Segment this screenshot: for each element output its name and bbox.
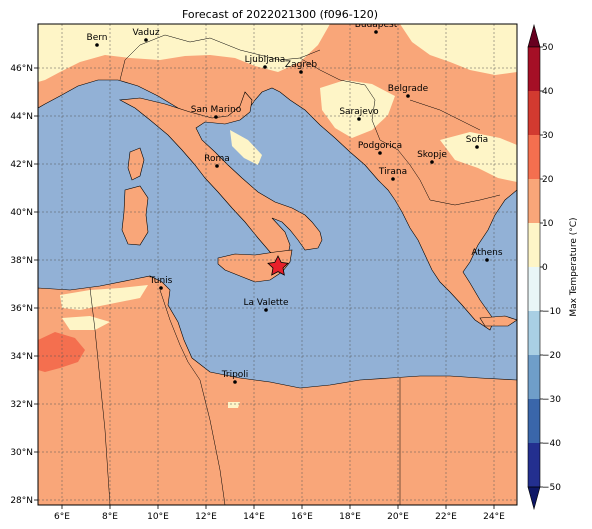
city-label: Roma bbox=[204, 154, 230, 164]
city-sofia[interactable]: Sofia bbox=[466, 135, 488, 149]
cool-patch-hungary bbox=[400, 24, 517, 75]
city-label: Podgorica bbox=[358, 141, 402, 151]
y-tick-label: 34°N bbox=[10, 352, 33, 362]
city-skopje[interactable]: Skopje bbox=[417, 150, 447, 164]
city-budapest[interactable]: Budapest bbox=[355, 20, 398, 34]
city-tunis[interactable]: Tunis bbox=[149, 276, 173, 290]
colorbar-segment bbox=[528, 355, 540, 399]
city-la-valette[interactable]: La Valette bbox=[244, 298, 289, 312]
y-tick-label: 44°N bbox=[10, 112, 33, 122]
city-label: Tunis bbox=[149, 276, 173, 286]
x-axis: 6°E 8°E 10°E 12°E 14°E 16°E 18°E 20°E 22… bbox=[54, 505, 505, 522]
x-tick-label: 8°E bbox=[102, 512, 118, 522]
x-tick-label: 24°E bbox=[483, 512, 505, 522]
gridlines bbox=[38, 24, 517, 505]
y-tick-label: 28°N bbox=[10, 496, 33, 506]
cool-patch-tunisia bbox=[60, 285, 148, 310]
x-tick-label: 20°E bbox=[387, 512, 409, 522]
colorbar-tick-label: −40 bbox=[542, 439, 561, 449]
city-label: Ljubljana bbox=[245, 55, 286, 65]
cool-patch-tunisia-2 bbox=[62, 316, 110, 330]
city-label: San Marino bbox=[191, 105, 242, 115]
city-ljubljana[interactable]: Ljubljana bbox=[245, 55, 286, 69]
cool-patch-bosnia bbox=[320, 80, 395, 138]
city-podgorica[interactable]: Podgorica bbox=[358, 141, 402, 155]
y-tick-label: 40°N bbox=[10, 208, 33, 218]
city-label: Belgrade bbox=[388, 84, 429, 94]
country-borders bbox=[89, 34, 501, 505]
colorbar: 50 40 30 20 10 0 −10 −20 −30 −40 −50 Max… bbox=[527, 23, 579, 511]
city-label: Budapest bbox=[355, 20, 398, 30]
city-label: Athens bbox=[471, 248, 502, 258]
cool-patch-libya bbox=[228, 402, 240, 408]
land-sardinia bbox=[121, 185, 149, 246]
colorbar-top-arrow bbox=[527, 23, 541, 48]
colorbar-segment bbox=[528, 179, 540, 223]
colorbar-tick-label: 0 bbox=[542, 263, 548, 273]
y-tick-label: 38°N bbox=[10, 256, 33, 266]
colorbar-tick-label: 40 bbox=[542, 87, 554, 97]
city-label: Skopje bbox=[417, 150, 447, 160]
colorbar-segment bbox=[528, 91, 540, 135]
y-axis: 46°N 44°N 42°N 40°N 38°N 36°N 34°N 32°N … bbox=[10, 64, 38, 506]
city-san-marino[interactable]: San Marino bbox=[191, 105, 242, 119]
y-tick-label: 46°N bbox=[10, 64, 33, 74]
colorbar-segment bbox=[528, 311, 540, 355]
colorbar-tick-label: 10 bbox=[542, 219, 554, 229]
city-tirana[interactable]: Tirana bbox=[378, 167, 407, 181]
y-tick-label: 30°N bbox=[10, 448, 33, 458]
city-vaduz[interactable]: Vaduz bbox=[132, 28, 160, 42]
colorbar-tick-label: −50 bbox=[542, 483, 561, 493]
x-tick-label: 10°E bbox=[147, 512, 169, 522]
y-tick-label: 36°N bbox=[10, 304, 33, 314]
colorbar-segment bbox=[528, 443, 540, 487]
location-star-icon[interactable] bbox=[267, 255, 289, 276]
city-label: Sarajevo bbox=[339, 107, 379, 117]
land-crete bbox=[479, 315, 517, 327]
map-frame bbox=[37, 23, 518, 506]
colorbar-tick-label: 30 bbox=[542, 131, 554, 141]
city-label: Vaduz bbox=[132, 28, 159, 38]
map-area[interactable]: Bern Vaduz Budapest Ljubljana Zagreb San… bbox=[38, 20, 517, 505]
city-label: Sofia bbox=[466, 135, 488, 145]
x-tick-label: 14°E bbox=[243, 512, 265, 522]
city-label: Bern bbox=[87, 33, 108, 43]
city-tripoli[interactable]: Tripoli bbox=[221, 370, 249, 384]
cool-patch-alps bbox=[38, 24, 330, 82]
x-tick-label: 16°E bbox=[291, 512, 313, 522]
city-roma[interactable]: Roma bbox=[204, 154, 230, 168]
map-title: Forecast of 2022021300 (f096-120) bbox=[182, 8, 378, 21]
colorbar-segment bbox=[528, 267, 540, 311]
colorbar-segment bbox=[528, 135, 540, 179]
city-athens[interactable]: Athens bbox=[471, 248, 503, 262]
colorbar-segment bbox=[528, 399, 540, 443]
colorbar-bottom-arrow bbox=[527, 486, 541, 511]
colorbar-segment bbox=[528, 47, 540, 91]
colorbar-tick-label: 50 bbox=[542, 43, 554, 53]
city-sarajevo[interactable]: Sarajevo bbox=[339, 107, 379, 121]
colorbar-tick-label: −20 bbox=[542, 351, 561, 361]
x-tick-label: 6°E bbox=[54, 512, 70, 522]
y-tick-label: 42°N bbox=[10, 160, 33, 170]
colorbar-tick-label: −10 bbox=[542, 307, 561, 317]
city-bern[interactable]: Bern bbox=[87, 33, 108, 47]
colorbar-tick-label: −30 bbox=[542, 395, 561, 405]
colorbar-tick-label: 20 bbox=[542, 175, 554, 185]
land-italy bbox=[118, 91, 323, 259]
cool-patch-bulgaria bbox=[440, 132, 517, 182]
colorbar-segment bbox=[528, 223, 540, 267]
city-belgrade[interactable]: Belgrade bbox=[388, 84, 429, 98]
x-tick-label: 22°E bbox=[435, 512, 457, 522]
x-tick-label: 12°E bbox=[195, 512, 217, 522]
city-label: Tirana bbox=[378, 167, 407, 177]
colorbar-label: Max Temperature (°C) bbox=[569, 217, 579, 316]
x-tick-label: 18°E bbox=[339, 512, 361, 522]
city-label: La Valette bbox=[244, 298, 289, 308]
city-label: Zagreb bbox=[285, 60, 317, 70]
hot-patch-algeria bbox=[38, 332, 85, 372]
city-label: Tripoli bbox=[221, 370, 249, 380]
city-zagreb[interactable]: Zagreb bbox=[285, 60, 317, 74]
y-tick-label: 32°N bbox=[10, 400, 33, 410]
